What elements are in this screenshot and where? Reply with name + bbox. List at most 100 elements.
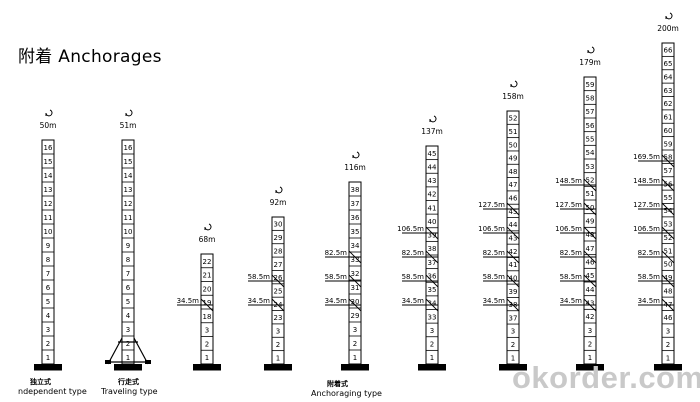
anchor-level-label: 58.5m (560, 273, 583, 281)
section-number: 22 (203, 258, 212, 266)
section-number: 50 (664, 261, 673, 269)
hook-icon (204, 223, 212, 231)
section-number: 1 (430, 354, 434, 362)
section-number: 8 (46, 256, 50, 264)
section-number: 66 (664, 47, 673, 55)
tower-base (34, 364, 62, 370)
section-number: 7 (126, 270, 130, 278)
section-number: 56 (664, 180, 673, 188)
section-number: 49 (509, 155, 518, 163)
section-number: 25 (274, 288, 283, 296)
section-number: 38 (351, 186, 360, 194)
tower-base (114, 364, 142, 370)
caption-independent-en: ndependent type (18, 387, 87, 396)
wheel (105, 360, 111, 364)
hook-icon (352, 151, 360, 159)
section-number: 19 (203, 299, 212, 307)
section-number: 2 (276, 341, 280, 349)
section-number: 1 (666, 354, 670, 362)
section-number: 55 (664, 194, 673, 202)
tower-height-label: 92m (270, 198, 287, 207)
section-number: 3 (511, 328, 515, 336)
section-number: 13 (124, 186, 133, 194)
anchor-level-label: 34.5m (560, 297, 583, 305)
section-number: 3 (353, 326, 357, 334)
anchor-level-label: 58.5m (248, 273, 271, 281)
section-number: 53 (664, 221, 673, 229)
anchor-level-label: 58.5m (638, 273, 661, 281)
section-number: 56 (586, 122, 595, 130)
section-number: 59 (664, 140, 673, 148)
section-number: 61 (664, 114, 673, 122)
anchor-brace (661, 274, 675, 288)
section-number: 44 (586, 286, 595, 294)
anchor-brace (200, 298, 214, 312)
section-number: 14 (44, 172, 53, 180)
anchor-level-label: 58.5m (402, 273, 425, 281)
anchor-level-label: 106.5m (397, 225, 424, 233)
section-number: 43 (586, 300, 595, 308)
tower-1: 16 15 14 13 12 11 10 9 8 7 6 5 4 3 2 1 50m (34, 109, 62, 371)
tower-base (264, 364, 292, 370)
wheel (145, 360, 151, 364)
mast (583, 76, 597, 365)
section-number: 45 (428, 150, 437, 158)
page-title: 附着 Anchorages (18, 47, 162, 67)
section-number: 44 (428, 163, 437, 171)
section-number: 41 (509, 261, 518, 269)
section-number: 33 (351, 256, 360, 264)
section-number: 54 (664, 207, 673, 215)
section-number: 43 (428, 177, 437, 185)
caption-independent-cn: 独立式 (30, 378, 51, 386)
anchor-brace (348, 250, 362, 264)
hook-icon (587, 46, 595, 54)
anchor-brace (661, 298, 675, 312)
section-number: 16 (44, 144, 53, 152)
section-number: 3 (588, 327, 592, 335)
section-number: 2 (205, 340, 209, 348)
section-number: 12 (44, 200, 53, 208)
section-number: 8 (126, 256, 130, 264)
hook-icon (45, 109, 53, 117)
section-number: 49 (586, 218, 595, 226)
hook-icon (510, 80, 518, 88)
section-number: 38 (428, 245, 437, 253)
section-number: 46 (509, 195, 518, 203)
tower-8: 59 58 57 56 55 54 53 52 51 50 49 48 47 46 45 44 43 42 3 2 1 1… (555, 46, 604, 371)
anchor-level-label: 127.5m (478, 201, 505, 209)
section-number: 2 (666, 341, 670, 349)
tower-7: 52515049484746454443424140393837321158m3… (478, 80, 527, 371)
section-number: 58 (586, 95, 595, 103)
section-number: 29 (351, 312, 360, 320)
section-number: 32 (351, 270, 360, 278)
section-number: 42 (428, 191, 437, 199)
anchor-brace (506, 298, 520, 312)
section-number: 34 (428, 300, 437, 308)
section-number: 2 (588, 341, 592, 349)
section-number: 3 (205, 327, 209, 335)
section-number: 57 (586, 108, 595, 116)
anchor-brace (583, 274, 597, 288)
anchor-brace (661, 226, 675, 240)
section-number: 48 (586, 231, 595, 239)
section-number: 1 (353, 354, 357, 362)
section-number: 63 (664, 87, 673, 95)
section-number: 1 (588, 354, 592, 362)
section-number: 7 (46, 270, 50, 278)
anchor-brace (661, 202, 675, 216)
anchor-level-label: 34.5m (177, 297, 200, 305)
section-number: 21 (203, 272, 212, 280)
anchor-brace (661, 178, 675, 192)
tower-base (576, 364, 604, 370)
tower-base (418, 364, 446, 370)
section-number: 3 (666, 328, 670, 336)
section-number: 11 (44, 214, 53, 222)
section-number: 64 (664, 73, 673, 81)
tower-height-label: 137m (421, 127, 443, 136)
section-number: 34 (351, 242, 360, 250)
section-number: 39 (428, 232, 437, 240)
section-number: 35 (428, 286, 437, 294)
anchor-brace (425, 274, 439, 288)
hook-icon (275, 186, 283, 194)
